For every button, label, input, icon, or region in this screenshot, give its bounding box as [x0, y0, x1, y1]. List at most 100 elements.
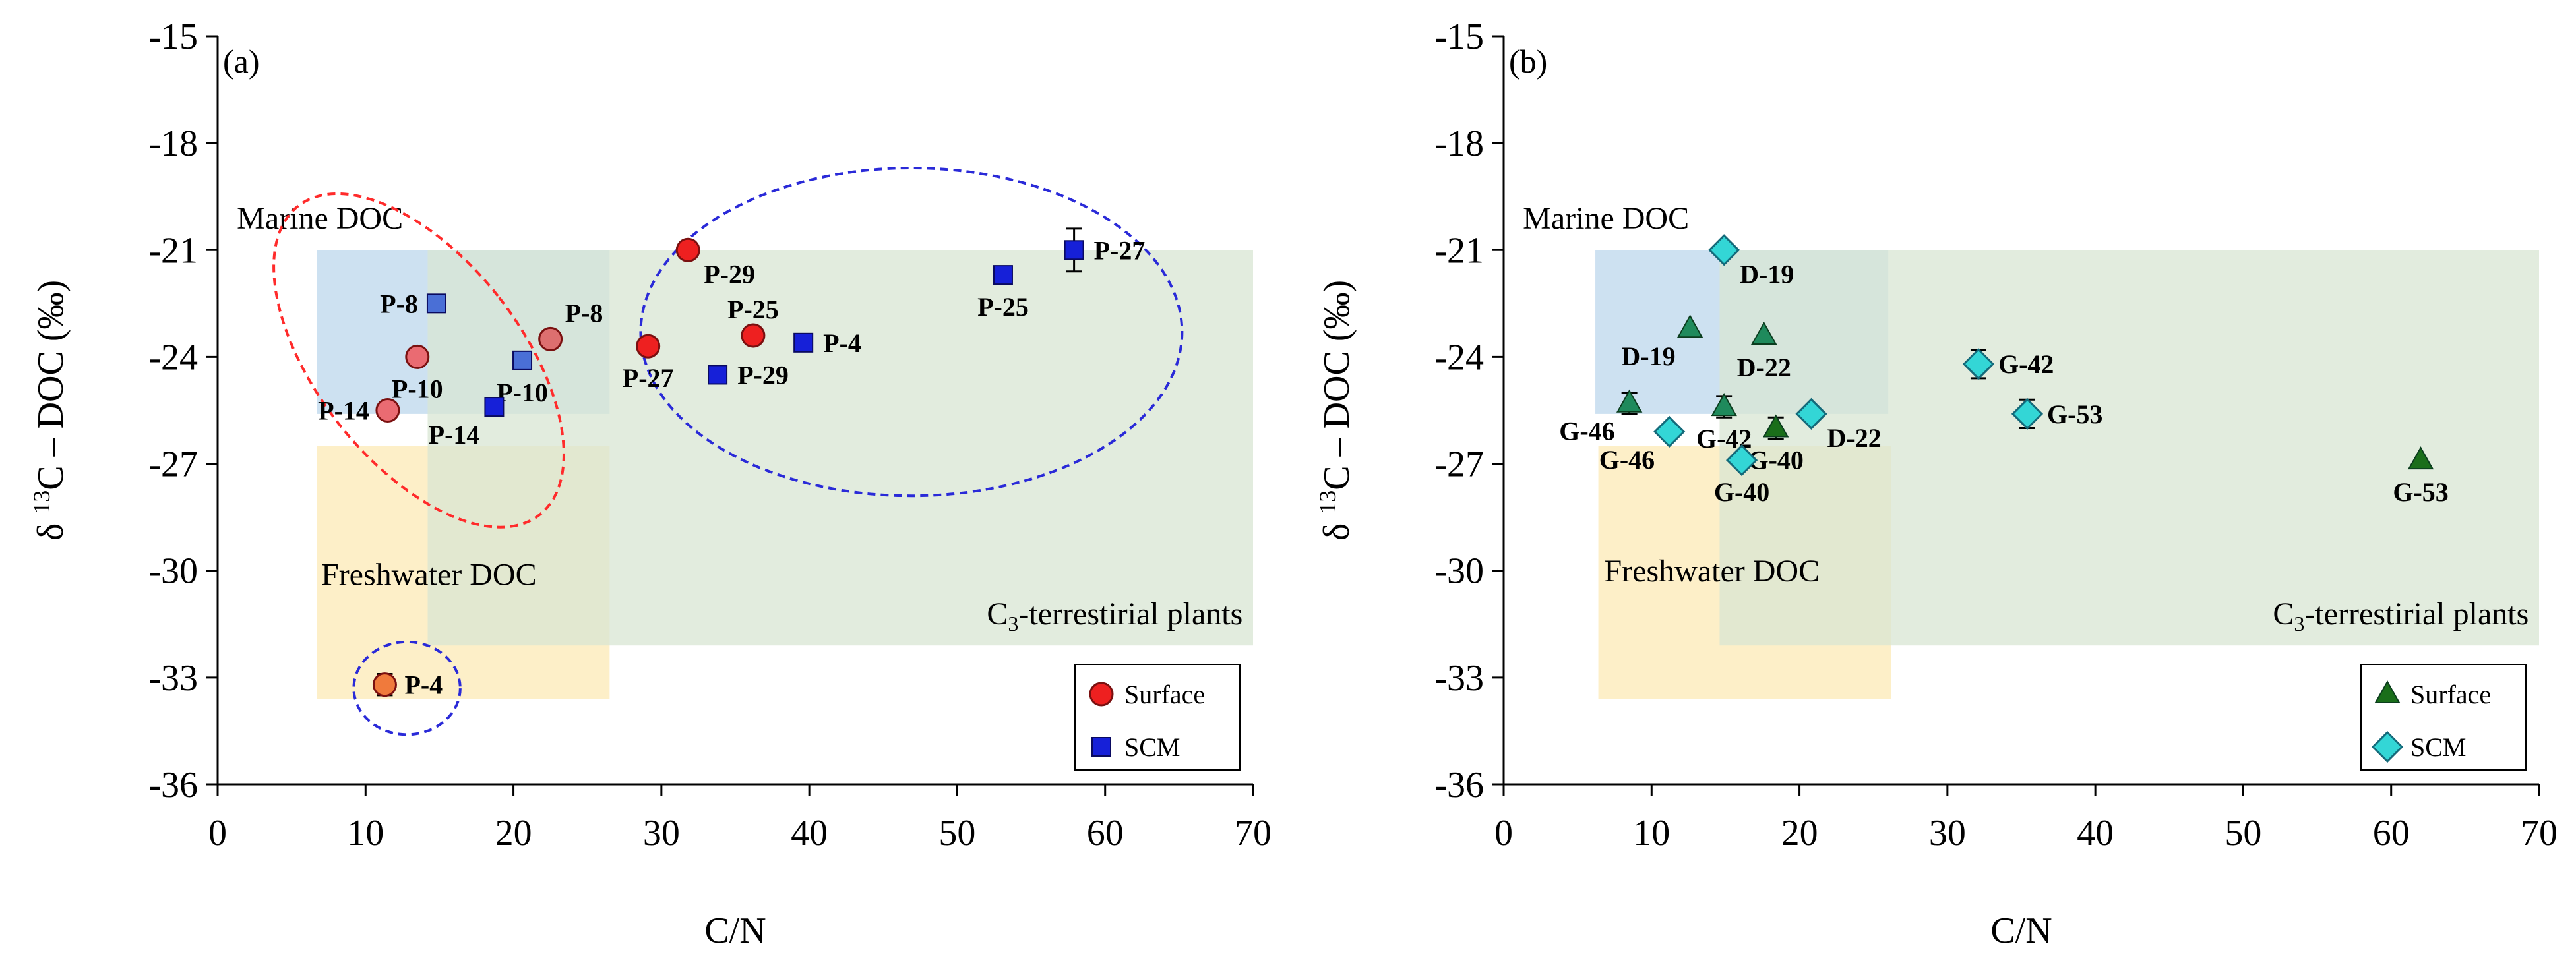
data-point-scm — [1653, 415, 1686, 448]
legend-label: Surface — [2410, 680, 2491, 709]
data-point-scm — [484, 397, 505, 417]
x-tick-label: 0 — [208, 813, 227, 854]
point-label: D-19 — [1740, 259, 1794, 289]
point-label: P-27 — [1094, 235, 1146, 265]
y-tick-label: -18 — [1434, 123, 1484, 164]
y-tick-label: -30 — [148, 551, 198, 592]
region-box — [427, 250, 1253, 646]
y-tick-label: -36 — [148, 765, 198, 806]
panel-tag: (b) — [1509, 43, 1547, 80]
y-tick-label: -24 — [1434, 337, 1484, 378]
data-point-scm — [512, 350, 533, 370]
y-tick-label: -21 — [148, 230, 198, 271]
data-point-surface — [1751, 321, 1777, 345]
data-point-scm — [1064, 240, 1084, 260]
data-point-scm — [993, 265, 1013, 285]
point-label: P-8 — [565, 298, 603, 328]
point-label: P-25 — [727, 295, 779, 324]
data-point-surface — [1676, 314, 1703, 338]
x-tick-label: 0 — [1494, 813, 1513, 854]
panel-tag: (a) — [223, 43, 260, 80]
point-label: G-53 — [2047, 399, 2102, 429]
y-tick-label: -21 — [1434, 230, 1484, 271]
y-tick-label: -18 — [148, 123, 198, 164]
panel-b: Marine DOC Freshwater DOC C3-terrestirial … — [1314, 16, 2558, 951]
data-point-surface — [538, 326, 563, 351]
y-tick-label: -15 — [148, 16, 198, 57]
cluster-ellipse — [272, 192, 565, 529]
region-label-part: C — [987, 597, 1008, 631]
point-label: G-53 — [2393, 477, 2448, 507]
y-axis-title-part: δ — [30, 514, 71, 541]
legend-label: Surface — [1124, 680, 1205, 709]
x-tick-label: 60 — [2373, 813, 2410, 854]
panel-a: Marine DOC Freshwater DOC C3-terrestirial … — [28, 16, 1272, 951]
y-tick-label: -15 — [1434, 16, 1484, 57]
y-axis-title-part: C – DOC (‰) — [30, 280, 71, 490]
y-tick-label: -27 — [148, 444, 198, 485]
y-axis-title-part: C – DOC (‰) — [1316, 280, 1357, 490]
point-label: G-46 — [1599, 445, 1655, 475]
y-tick-label: -33 — [1434, 658, 1484, 699]
region-label: Freshwater DOC — [1605, 554, 1820, 589]
y-axis-title-sup: 13 — [1314, 490, 1341, 514]
data-point-scm — [708, 365, 728, 385]
x-tick-label: 70 — [2521, 813, 2558, 854]
data-point-surface — [1711, 393, 1737, 417]
region-label: Freshwater DOC — [321, 557, 537, 592]
point-label: P-4 — [404, 670, 443, 700]
legend-label: SCM — [1124, 732, 1181, 762]
data-point-surface — [1762, 414, 1789, 438]
region-label: Marine DOC — [1523, 201, 1689, 236]
legend-label: SCM — [2410, 732, 2467, 762]
x-tick-label: 50 — [2224, 813, 2261, 854]
point-label: G-46 — [1559, 417, 1614, 446]
y-tick-label: -33 — [148, 658, 198, 699]
y-tick-label: -27 — [1434, 444, 1484, 485]
y-axis-title-part: δ — [1316, 514, 1357, 541]
y-tick-label: -30 — [1434, 551, 1484, 592]
x-tick-label: 60 — [1087, 813, 1124, 854]
data-point-scm — [793, 332, 814, 353]
region-label: C3-terrestirial plants — [987, 597, 1242, 635]
data-point-surface — [372, 672, 397, 697]
cluster-ellipse — [639, 166, 1184, 498]
point-label: D-22 — [1827, 423, 1882, 453]
data-point-surface — [741, 323, 766, 348]
x-tick-label: 50 — [938, 813, 975, 854]
point-label: G-40 — [1714, 477, 1769, 507]
legend-marker — [1089, 682, 1114, 707]
x-tick-label: 10 — [347, 813, 384, 854]
data-point-scm — [1795, 397, 1827, 430]
data-point-surface — [405, 344, 430, 369]
point-label: P-27 — [623, 363, 674, 393]
point-label: D-19 — [1621, 341, 1675, 371]
region-label: C3-terrestirial plants — [2273, 597, 2529, 635]
point-label: P-10 — [497, 378, 548, 407]
region-label-sub: 3 — [1008, 612, 1018, 635]
x-tick-label: 30 — [643, 813, 680, 854]
x-tick-label: 40 — [791, 813, 828, 854]
data-point-surface — [636, 334, 661, 359]
data-point-scm — [426, 293, 446, 314]
y-axis-title: δ 13C – DOC (‰) — [28, 280, 71, 541]
point-label: P-4 — [823, 328, 861, 358]
region-label-part: -terrestirial plants — [1018, 597, 1242, 631]
y-axis-title: δ 13C – DOC (‰) — [1314, 280, 1357, 541]
x-tick-label: 40 — [2077, 813, 2114, 854]
region-label-part: -terrestirial plants — [2304, 597, 2529, 631]
point-label: D-22 — [1737, 353, 1791, 382]
data-point-surface — [1616, 389, 1643, 413]
point-label: P-29 — [737, 360, 789, 390]
point-label: P-8 — [380, 289, 418, 318]
point-label: P-14 — [429, 420, 480, 450]
x-tick-label: 20 — [495, 813, 532, 854]
y-axis-title-sup: 13 — [28, 490, 55, 514]
point-label: P-10 — [392, 374, 443, 403]
x-tick-label: 10 — [1633, 813, 1670, 854]
x-axis-title: C/N — [1990, 910, 2052, 951]
x-tick-label: 30 — [1929, 813, 1966, 854]
y-tick-label: -36 — [1434, 765, 1484, 806]
region-label: Marine DOC — [237, 201, 403, 236]
